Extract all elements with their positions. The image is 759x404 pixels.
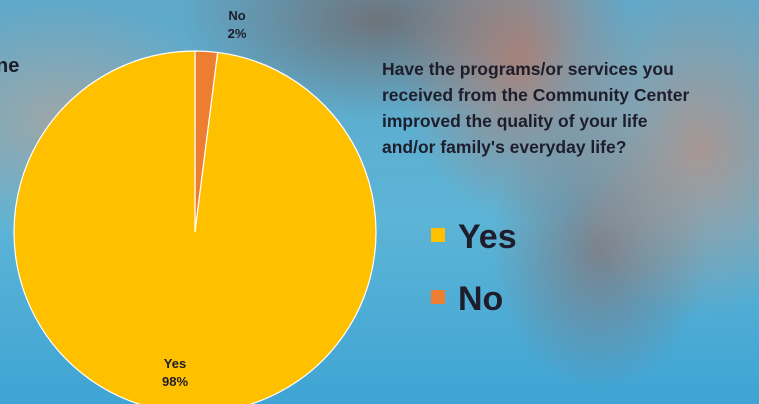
slice-category-label: Yes [164, 356, 186, 371]
slice-category-label: No [228, 8, 245, 23]
legend-swatch [431, 228, 445, 242]
slice-value-label: 2% [228, 26, 247, 41]
cropped-text: ne [0, 55, 19, 77]
legend-label: No [458, 280, 503, 318]
question-line: Have the programs/or services you [382, 59, 674, 79]
question-line: improved the quality of your life [382, 111, 648, 131]
question-line: received from the Community Center [382, 85, 689, 105]
slice-value-label: 98% [162, 374, 188, 389]
question-line: and/or family's everyday life? [382, 137, 626, 157]
pie-slice [13, 50, 377, 404]
legend-label: Yes [458, 218, 517, 256]
legend-swatch [431, 290, 445, 304]
